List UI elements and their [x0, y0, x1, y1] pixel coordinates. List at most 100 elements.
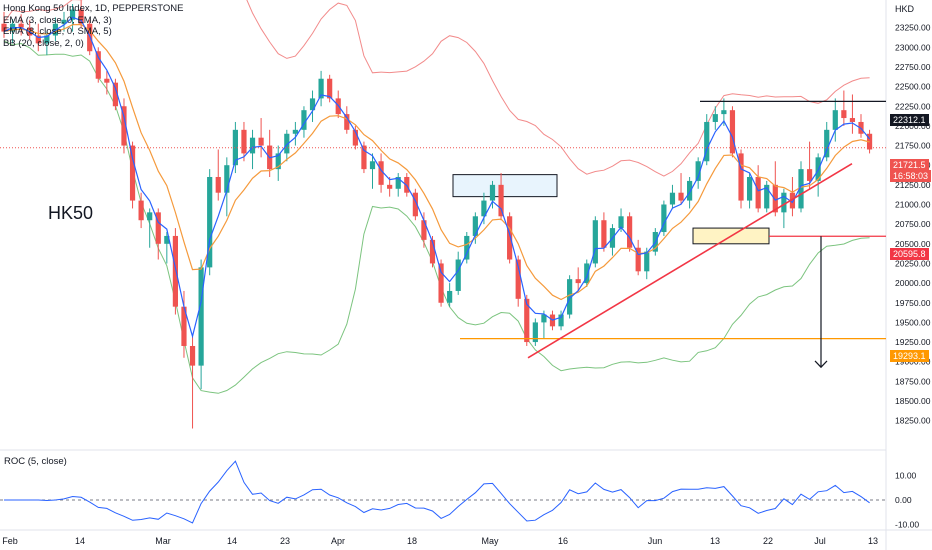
- candle-body: [627, 216, 633, 248]
- candle-body: [678, 192, 684, 201]
- candle-body: [669, 192, 676, 205]
- candle-body: [301, 110, 307, 130]
- bb-lower-line: [3, 40, 870, 394]
- x-tick-label: Mar: [155, 536, 171, 546]
- y-tick-label: 21000.00: [895, 200, 931, 210]
- candle-body: [189, 345, 196, 366]
- candle-body: [61, 19, 67, 24]
- x-tick-label: 13: [710, 536, 720, 546]
- candle-body: [69, 9, 76, 20]
- candle-body: [541, 314, 547, 323]
- candle-body: [164, 235, 170, 244]
- candle-body: [447, 290, 453, 303]
- y-tick-label: 21250.00: [895, 180, 931, 190]
- candle-body: [369, 161, 376, 170]
- candle-body: [378, 161, 384, 185]
- countdown-tag: 16:58:03: [890, 170, 932, 182]
- candle-body: [644, 251, 650, 272]
- candle-body: [138, 200, 144, 221]
- candle-body: [738, 153, 744, 201]
- x-tick-label: 23: [280, 536, 290, 546]
- y-tick-label: 20000.00: [895, 278, 931, 288]
- candle-body: [489, 184, 496, 201]
- legend-bb: BB (20, close, 2, 0): [3, 37, 84, 49]
- x-tick-label: 14: [75, 536, 85, 546]
- candle-body: [207, 176, 213, 268]
- y-tick-label: 19500.00: [895, 317, 931, 327]
- bb-upper-line: [3, 0, 870, 177]
- candle-body: [318, 78, 324, 99]
- y-tick-label: 21750.00: [895, 141, 931, 151]
- candle-body: [772, 184, 778, 213]
- candle-body: [241, 129, 247, 154]
- candle-body: [532, 322, 538, 343]
- candle-body: [729, 110, 736, 154]
- candle-body: [232, 129, 238, 166]
- y-tick-label: 22500.00: [895, 82, 931, 92]
- x-tick-label: Feb: [2, 536, 18, 546]
- candle-body: [849, 118, 856, 122]
- candle-body: [215, 176, 221, 193]
- y-tick-label: 19750.00: [895, 298, 931, 308]
- candle-body: [172, 235, 178, 307]
- candle-body: [361, 145, 367, 170]
- resistance-price-tag: 22312.1: [890, 114, 929, 126]
- last-price-tag: 21721.5: [890, 159, 929, 171]
- candle-body: [387, 184, 393, 189]
- roc-line: [4, 460, 870, 524]
- candle-body: [498, 184, 504, 217]
- candle-body: [472, 216, 478, 236]
- y-tick-label: 22250.00: [895, 101, 931, 111]
- target-price-tag: 19293.1: [890, 350, 929, 362]
- legend-symbol: Hong Kong 50 Index, 1D, PEPPERSTONE: [3, 3, 184, 14]
- roc-tick-label: -10.00: [895, 520, 919, 530]
- candle-body: [1, 23, 7, 32]
- candle-body: [635, 247, 641, 272]
- legend-ema8: EMA (8, close, 0, SMA, 5): [3, 26, 112, 37]
- candle-body: [18, 23, 24, 28]
- x-tick-label: May: [481, 536, 499, 546]
- candle-body: [327, 78, 333, 99]
- candle-body: [781, 192, 787, 213]
- y-tick-label: 18750.00: [895, 376, 931, 386]
- candle-body: [421, 220, 427, 240]
- x-tick-label: 14: [227, 536, 237, 546]
- candle-body: [292, 129, 298, 134]
- candle-body: [712, 114, 718, 122]
- candle-body: [687, 180, 693, 201]
- y-tick-label: 19250.00: [895, 337, 931, 347]
- ema8-line: [3, 23, 870, 301]
- candle-body: [755, 176, 761, 209]
- x-tick-label: 13: [868, 536, 878, 546]
- candle-body: [352, 129, 358, 146]
- y-tick-label: 18250.00: [895, 416, 931, 426]
- candle-body: [35, 35, 41, 44]
- candle-body: [806, 169, 813, 181]
- candle-body: [592, 220, 598, 264]
- roc-pane-label: ROC (5, close): [4, 456, 67, 467]
- candle-body: [695, 161, 701, 181]
- candle-body: [481, 200, 487, 217]
- candle-body: [78, 9, 84, 24]
- x-tick-label: 22: [763, 536, 773, 546]
- candle-body: [575, 279, 581, 284]
- candle-body: [309, 98, 316, 111]
- candle-body: [429, 239, 436, 264]
- trendline: [527, 162, 853, 359]
- y-tick-label: 23000.00: [895, 42, 931, 52]
- candle-body: [112, 82, 119, 107]
- candle-body: [832, 110, 838, 130]
- x-tick-label: Jul: [814, 536, 826, 546]
- x-tick-label: Jun: [648, 536, 663, 546]
- candle-body: [104, 78, 110, 83]
- range-box: [452, 174, 558, 198]
- candle-body: [249, 137, 256, 154]
- y-tick-label: 20750.00: [895, 219, 931, 229]
- candle-body: [704, 121, 710, 162]
- chart-legend: Hong Kong 50 Index, 1D, PEPPERSTONE EMA …: [3, 3, 183, 49]
- candle-body: [661, 204, 667, 233]
- candle-body: [515, 259, 521, 299]
- candle-body: [438, 263, 444, 303]
- projection-arrow-head: [814, 360, 828, 369]
